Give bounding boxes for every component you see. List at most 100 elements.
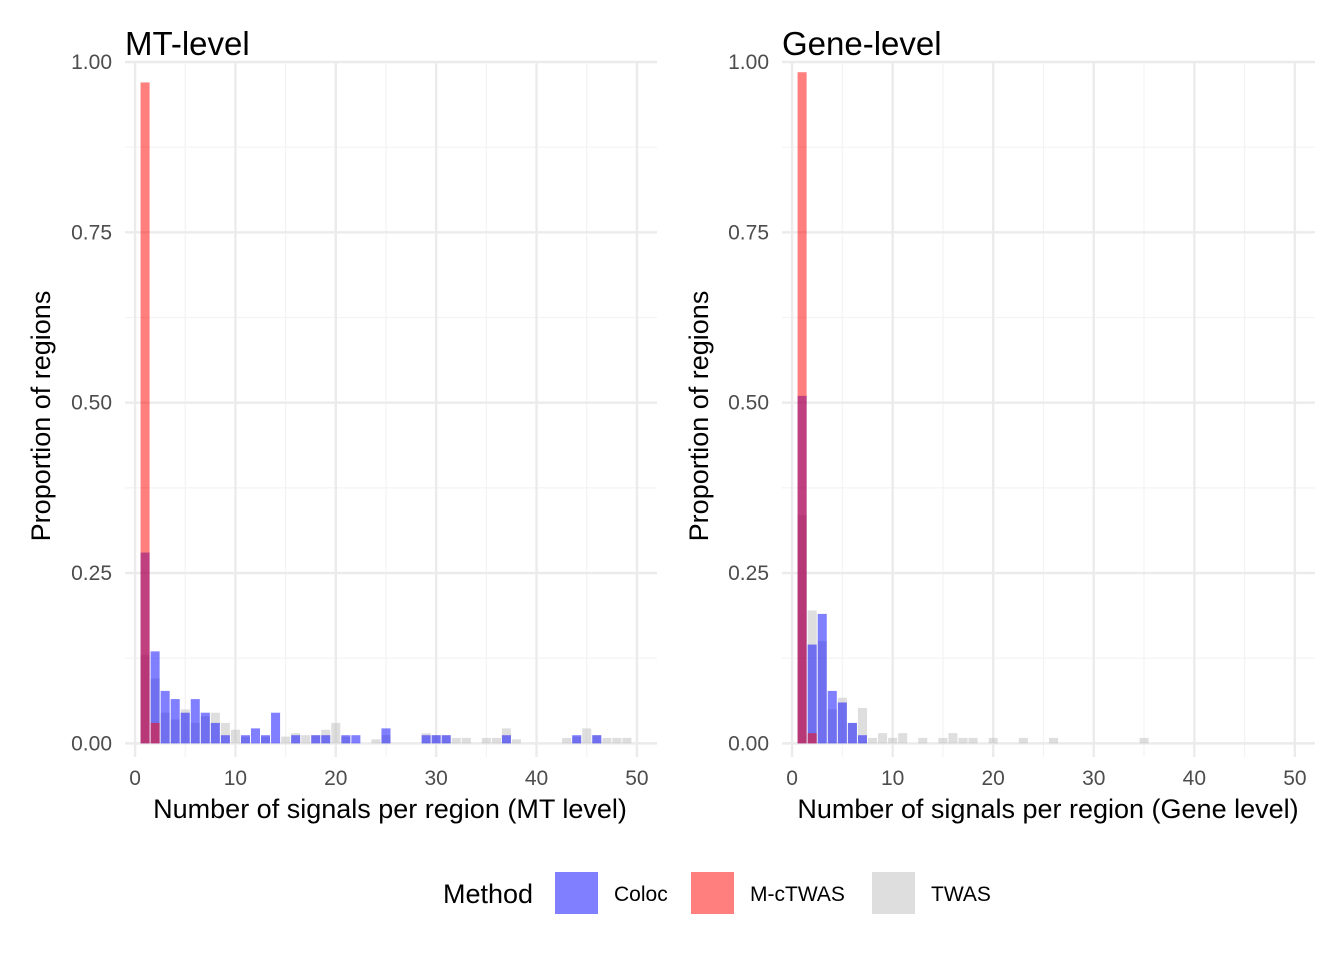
legend-label-coloc: Coloc — [614, 883, 668, 906]
gene-level-y-tick-label: 1.00 — [728, 51, 769, 74]
gene-level-x-tick-label: 50 — [1283, 767, 1306, 790]
mt-level-bar-coloc — [431, 735, 441, 744]
legend-key-m-ctwas — [691, 872, 734, 914]
mt-level-y-tick-label: 0.50 — [71, 392, 112, 415]
gene-level-bar-twas — [898, 733, 908, 744]
gene-level-y-tick-label: 0.50 — [728, 392, 769, 415]
mt-level-bar-coloc — [220, 735, 230, 744]
mt-level-bar-twas — [562, 737, 572, 744]
mt-level-x-tick-label: 40 — [525, 767, 548, 790]
gene-level-bar-twas — [1049, 737, 1059, 744]
legend-label-twas: TWAS — [931, 883, 991, 906]
mt-level-x-axis-title: Number of signals per region (MT level) — [153, 794, 627, 824]
mt-level-y-tick-label: 1.00 — [71, 51, 112, 74]
gene-level-bars — [797, 72, 1149, 744]
mt-level-bar-coloc — [190, 699, 200, 744]
mt-level-x-tick-label: 0 — [129, 767, 141, 790]
mt-level-bar-coloc — [341, 735, 351, 744]
legend-key-twas — [872, 872, 915, 914]
gene-level-bar-twas — [918, 737, 928, 744]
gene-level-bar-twas — [878, 733, 888, 744]
mt-level-bar-twas — [220, 722, 230, 744]
gene-level-bar-coloc — [807, 644, 817, 744]
mt-level-bar-coloc — [160, 690, 170, 744]
gene-level-bar-coloc — [847, 722, 857, 744]
legend-keys: Coloc M-cTWAS TWAS — [555, 872, 991, 914]
gene-level-bar-twas — [968, 737, 978, 744]
mt-level-bar-m-ctwas — [150, 722, 160, 744]
mt-level-bar-twas — [622, 737, 632, 744]
mt-level-bar-twas — [301, 735, 311, 744]
mt-level-x-tick-label: 10 — [224, 767, 247, 790]
gene-level-x-ticks: 0 10 20 30 40 50 — [786, 767, 1306, 790]
mt-level-bar-twas — [602, 737, 612, 744]
mt-level-y-tick-label: 0.25 — [71, 562, 112, 585]
gene-level-y-tick-label: 0.00 — [728, 732, 769, 755]
mt-level-bar-coloc — [501, 735, 511, 744]
mt-level-title: MT-level — [125, 25, 250, 62]
mt-level-y-ticks: 0.00 0.25 0.50 0.75 1.00 — [71, 51, 112, 755]
gene-level-title: Gene-level — [782, 25, 942, 62]
mt-level-bar-coloc — [351, 735, 361, 744]
mt-level-bar-coloc — [271, 712, 281, 744]
legend: Method Coloc M-cTWAS TWAS — [443, 872, 991, 914]
gene-level-bar-coloc — [857, 735, 867, 744]
mt-level-y-tick-label: 0.00 — [71, 732, 112, 755]
mt-level-bar-twas — [451, 737, 461, 744]
mt-level-y-axis-title: Proportion of regions — [26, 291, 56, 542]
gene-level-x-tick-label: 30 — [1082, 767, 1105, 790]
gene-level-bar-twas — [938, 737, 948, 744]
mt-level-x-tick-label: 20 — [324, 767, 347, 790]
mt-level-bar-m-ctwas — [140, 82, 150, 744]
mt-level-bar-twas — [281, 736, 291, 744]
mt-level-y-tick-label: 0.75 — [71, 221, 112, 244]
gene-level-x-tick-label: 20 — [982, 767, 1005, 790]
mt-level-bar-twas — [230, 729, 240, 744]
gene-level-x-tick-label: 40 — [1183, 767, 1206, 790]
gene-level-bar-m-ctwas — [797, 72, 807, 744]
gene-level-y-axis-title: Proportion of regions — [684, 291, 714, 542]
legend-title: Method — [443, 879, 533, 909]
mt-level-bar-coloc — [261, 735, 271, 744]
mt-level-bar-coloc — [240, 735, 250, 744]
mt-level-bar-coloc — [321, 735, 331, 744]
legend-key-coloc — [555, 872, 598, 914]
gene-level-bar-twas — [988, 737, 998, 744]
gene-level-bar-twas — [867, 737, 878, 744]
mt-level-bar-coloc — [441, 735, 451, 744]
gene-level-bar-coloc — [817, 613, 827, 744]
gene-level-bar-coloc — [827, 690, 837, 744]
gene-level-x-tick-label: 0 — [786, 767, 798, 790]
mt-level-bar-coloc — [250, 728, 261, 744]
mt-level-bar-coloc — [421, 735, 431, 744]
gene-level-y-tick-label: 0.75 — [728, 221, 769, 244]
gene-level-bar-twas — [958, 737, 968, 744]
legend-label-m-ctwas: M-cTWAS — [750, 883, 845, 906]
gene-level-bar-m-ctwas — [807, 733, 817, 744]
mt-level-bar-coloc — [200, 712, 210, 744]
gene-level-x-axis-title: Number of signals per region (Gene level… — [797, 794, 1298, 824]
mt-level-bar-twas — [491, 737, 501, 744]
mt-level-bar-coloc — [311, 735, 321, 744]
mt-level-bar-coloc — [170, 699, 180, 744]
mt-level-bar-twas — [582, 728, 592, 744]
mt-level-bar-coloc — [572, 735, 582, 744]
gene-level-y-ticks: 0.00 0.25 0.50 0.75 1.00 — [728, 51, 769, 755]
gene-level-bar-twas — [1018, 737, 1028, 744]
mt-level-bar-twas — [481, 737, 491, 744]
mt-level-bar-coloc — [180, 712, 190, 744]
mt-level-bar-twas — [461, 737, 471, 744]
gene-level-bar-twas — [1139, 737, 1149, 744]
mt-level-panel: MT-level 0.00 0.25 0.50 0.75 1.00 0 10 20 30 40 5… — [26, 25, 657, 824]
gene-level-bar-twas — [888, 737, 898, 744]
gene-level-bar-twas — [948, 733, 958, 744]
gene-level-x-tick-label: 10 — [881, 767, 904, 790]
mt-level-bar-coloc — [150, 651, 160, 744]
gene-level-y-tick-label: 0.25 — [728, 562, 769, 585]
mt-level-bar-coloc — [210, 722, 220, 744]
gene-level-panel: Gene-level 0.00 0.25 0.50 0.75 1.00 0 10 20 30 4… — [684, 25, 1315, 824]
mt-level-x-ticks: 0 10 20 30 40 50 — [129, 767, 648, 790]
gene-level-bar-coloc — [837, 702, 847, 744]
mt-level-grid — [125, 60, 657, 757]
